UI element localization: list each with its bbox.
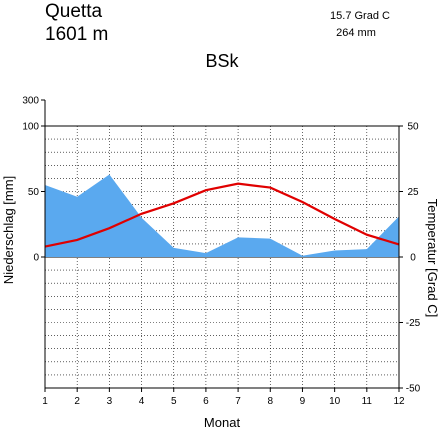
station-name: Quetta [45, 1, 102, 22]
x-axis-title: Monat [204, 415, 241, 430]
right-tick-label: 25 [407, 187, 419, 198]
temperature-line [44, 182, 400, 248]
right-tick-label: 50 [407, 122, 419, 133]
x-tick-label: 9 [300, 396, 306, 407]
station-elevation: 1601 m [45, 24, 108, 45]
left-tick-label: 50 [28, 187, 40, 198]
x-tick-label: 5 [171, 396, 177, 407]
x-tick-label: 1 [42, 396, 48, 407]
left-tick-label: 300 [22, 96, 39, 107]
mean-temperature: 15.7 Grad C [330, 10, 390, 22]
x-tick-label: 3 [107, 396, 113, 407]
left-tick-label: 0 [33, 253, 39, 264]
x-tick-label: 8 [267, 396, 273, 407]
x-tick-label: 6 [203, 396, 209, 407]
x-tick-label: 11 [362, 396, 373, 407]
x-tick-label: 2 [74, 396, 80, 407]
left-axis-title: Niederschlag [mm] [1, 176, 16, 284]
annual-precipitation: 264 mm [336, 27, 376, 39]
right-tick-label: 0 [410, 253, 416, 264]
climate-class: BSk [205, 51, 239, 71]
left-tick-label: 100 [22, 122, 39, 133]
right-tick-label: -25 [406, 318, 421, 329]
x-tick-label: 4 [139, 396, 145, 407]
right-axis-title: Temperatur [Grad C] [425, 199, 439, 318]
x-tick-label: 7 [235, 396, 241, 407]
x-tick-label: 12 [393, 396, 405, 407]
right-tick-label: -50 [406, 384, 421, 395]
x-tick-label: 10 [329, 396, 341, 407]
precipitation-area [45, 174, 399, 257]
